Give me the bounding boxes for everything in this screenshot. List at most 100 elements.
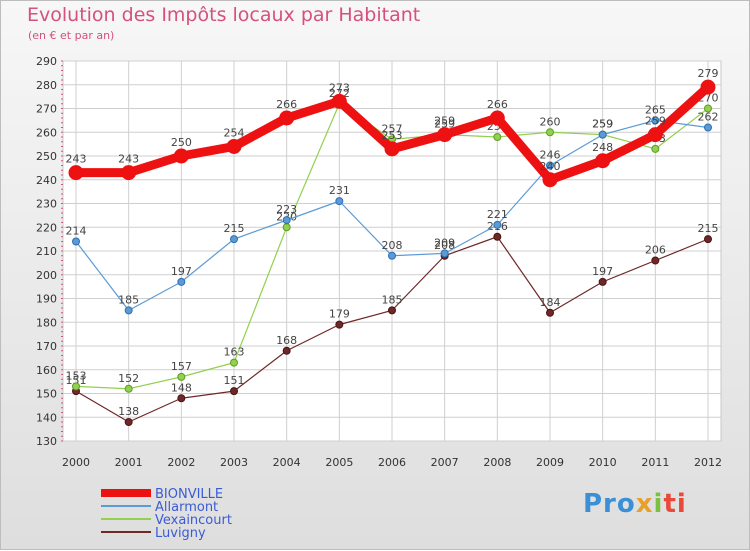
data-label: 259: [434, 118, 455, 131]
data-label: 265: [645, 103, 666, 116]
data-point: [282, 346, 291, 355]
data-label: 231: [329, 184, 350, 197]
data-label: 259: [592, 118, 613, 131]
data-label: 208: [434, 239, 455, 252]
x-tick-label: 2007: [431, 456, 459, 469]
legend-label: Vexaincourt: [155, 513, 232, 528]
data-point: [651, 144, 660, 153]
data-point: [388, 251, 396, 260]
data-label: 214: [66, 225, 87, 238]
data-point: [282, 223, 291, 232]
legend-label: BIONVILLE: [155, 487, 223, 502]
data-label: 273: [329, 81, 350, 94]
data-label: 223: [276, 203, 297, 216]
y-tick-label: 200: [36, 269, 57, 282]
data-label: 151: [66, 374, 87, 387]
data-label: 208: [382, 239, 403, 252]
y-tick-label: 150: [36, 388, 57, 401]
x-tick-label: 2003: [220, 456, 248, 469]
data-label: 266: [276, 98, 297, 111]
data-point: [595, 153, 611, 169]
data-point: [68, 165, 84, 181]
data-label: 209: [434, 236, 455, 249]
data-label: 215: [698, 222, 719, 235]
data-label: 259: [592, 118, 613, 131]
data-label: 152: [118, 372, 139, 385]
data-label: 221: [487, 208, 508, 221]
data-point: [704, 104, 712, 113]
legend-label: Allarmont: [155, 500, 218, 515]
data-label: 151: [224, 374, 245, 387]
data-point: [173, 148, 189, 164]
data-label: 279: [698, 67, 719, 80]
data-point: [230, 358, 238, 367]
data-point: [437, 127, 453, 143]
data-point: [388, 306, 396, 315]
data-label: 266: [487, 98, 508, 111]
data-point: [72, 237, 80, 246]
data-label: 246: [540, 149, 561, 162]
data-label: 259: [645, 115, 666, 128]
data-label: 185: [382, 293, 403, 306]
data-point: [647, 127, 663, 143]
x-tick-label: 2008: [483, 456, 511, 469]
data-point: [704, 235, 712, 244]
data-label: 179: [329, 308, 350, 321]
y-tick-label: 250: [36, 150, 57, 163]
data-label: 259: [434, 115, 455, 128]
data-point: [124, 306, 133, 315]
data-label: 168: [276, 334, 297, 347]
data-label: 253: [382, 129, 403, 142]
data-point: [598, 277, 607, 286]
y-tick-label: 170: [36, 340, 57, 353]
data-point: [177, 394, 186, 403]
y-tick-label: 190: [36, 293, 57, 306]
data-label: 257: [382, 122, 403, 135]
x-tick-label: 2005: [325, 456, 353, 469]
x-tick-label: 2004: [273, 456, 301, 469]
x-tick-label: 2009: [536, 456, 564, 469]
y-tick-label: 240: [36, 174, 57, 187]
data-point: [651, 256, 660, 265]
data-label: 250: [171, 136, 192, 149]
logo-part: i: [653, 489, 664, 519]
data-point: [651, 116, 660, 125]
y-tick-label: 230: [36, 198, 57, 211]
data-label: 163: [224, 346, 245, 359]
data-point: [331, 93, 347, 109]
logo-part: x: [635, 489, 654, 519]
chart-title: Evolution des Impôts locaux par Habitant: [27, 4, 421, 26]
data-point: [493, 133, 502, 141]
data-point: [72, 382, 80, 391]
x-tick-label: 2002: [167, 456, 195, 469]
data-point: [546, 128, 554, 137]
data-point: [700, 79, 716, 95]
data-point: [384, 141, 400, 157]
data-label: 197: [592, 265, 613, 278]
x-tick-label: 2010: [589, 456, 617, 469]
proxiti-logo: Proxiti: [583, 489, 687, 519]
data-point: [124, 418, 133, 426]
legend-label: Luvigny: [155, 526, 206, 541]
data-label: 148: [171, 381, 192, 394]
y-tick-label: 270: [36, 103, 57, 116]
x-tick-label: 2000: [62, 456, 90, 469]
data-label: 248: [592, 141, 613, 154]
data-point: [279, 110, 295, 126]
data-point: [598, 130, 607, 139]
x-tick-label: 2006: [378, 456, 406, 469]
data-label: 138: [118, 405, 139, 418]
data-point: [546, 308, 554, 317]
y-tick-label: 130: [36, 435, 57, 448]
logo-part: ti: [663, 489, 687, 519]
data-point: [440, 249, 449, 258]
y-tick-label: 260: [36, 126, 57, 139]
data-point: [177, 277, 186, 286]
data-label: 157: [171, 360, 192, 373]
data-point: [493, 232, 502, 241]
x-tick-label: 2012: [694, 456, 722, 469]
data-label: 206: [645, 244, 666, 257]
data-point: [121, 165, 137, 181]
data-point: [489, 110, 505, 126]
